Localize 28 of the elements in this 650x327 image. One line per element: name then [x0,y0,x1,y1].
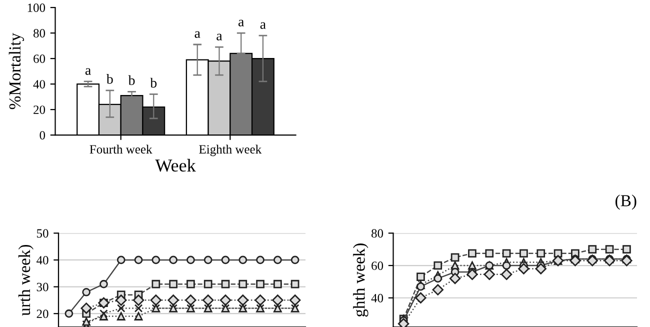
y-axis-title: ghth week) [353,244,368,317]
text: (B) [616,194,636,210]
data-label: a [260,22,266,29]
y-axis-title: urth week) [18,244,34,316]
y-tick-label: 20 [34,106,46,114]
y-tick-label: 40 [33,80,46,88]
y-tick-label: 30 [36,282,48,292]
x-axis-title: Week [155,158,196,172]
data-label: a [238,20,244,26]
y-tick-label: 80 [34,29,46,38]
y-tick-label: 80 [372,229,384,238]
y-tick-label: 40 [371,294,384,302]
y-tick-label: 60 [372,262,384,270]
y-tick-label: 20 [36,310,48,318]
data-label: a [194,31,200,38]
x-tick-label: Eighth week [199,144,262,156]
y-tick-label: 0 [40,131,46,140]
data-label: b [150,78,157,88]
y-tick-label: 40 [36,256,48,264]
data-label: b [106,74,113,84]
data-label: a [216,34,222,40]
data-label: b [128,75,135,86]
y-tick-label: 100 [28,4,46,12]
y-tick-label: 60 [34,54,46,63]
data-label: a [85,68,91,75]
y-tick-label: 50 [37,229,48,238]
y-axis-title: %Mortality [8,32,24,110]
x-tick-label: Fourth week [90,144,152,154]
